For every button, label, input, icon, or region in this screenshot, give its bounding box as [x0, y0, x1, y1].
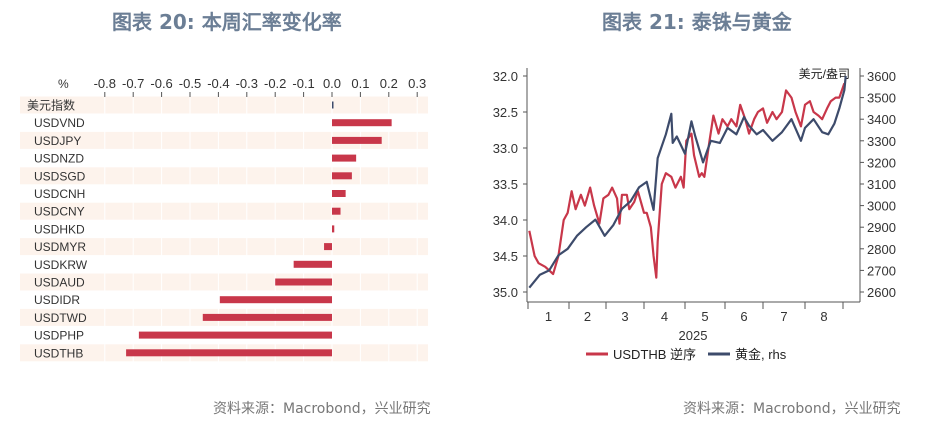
category-label: USDTHB	[34, 346, 83, 360]
category-label: USDMYR	[34, 240, 86, 254]
x-tick-label: 2	[584, 309, 591, 324]
x-tick-label: -0.1	[292, 76, 314, 91]
category-label: USDCNH	[34, 187, 85, 201]
bar	[332, 225, 335, 233]
y-left-tick-label: 32.5	[493, 105, 518, 120]
y-right-tick-label: 3100	[867, 177, 896, 192]
bar	[332, 119, 392, 127]
category-label: USDIDR	[34, 293, 80, 307]
y-right-tick-label: 2700	[867, 263, 896, 278]
category-label: USDPHP	[34, 329, 84, 343]
category-label: USDTWD	[34, 311, 87, 325]
category-label: USDNZD	[34, 152, 84, 166]
y-right-tick-label: 2800	[867, 242, 896, 257]
y-left-tick-label: 33.0	[493, 141, 518, 156]
x-tick-label: -0.4	[207, 76, 229, 91]
x-tick-label: 0.3	[408, 76, 426, 91]
x-tick-label: -0.8	[94, 76, 116, 91]
y-right-tick-label: 2900	[867, 220, 896, 235]
y-left-tick-label: 33.5	[493, 177, 518, 192]
category-label: USDKRW	[34, 258, 88, 272]
x-tick-label: 0.0	[323, 76, 341, 91]
category-label: USDJPY	[34, 134, 81, 148]
x-tick-label: 3	[621, 309, 628, 324]
x-tick-label: -0.5	[179, 76, 201, 91]
bar	[126, 349, 332, 357]
bar	[332, 190, 346, 197]
row-band	[20, 96, 428, 114]
bar	[332, 172, 352, 180]
row-band	[20, 202, 428, 220]
left-chart-title: 图表 20: 本周汇率变化率	[112, 10, 342, 34]
legend-label: USDTHB 逆序	[613, 347, 696, 362]
bar	[332, 207, 341, 215]
y-right-tick-label: 3500	[867, 91, 896, 106]
x-axis-label: 2025	[679, 328, 708, 343]
row-band	[20, 273, 428, 291]
row-band	[20, 238, 428, 256]
bar	[138, 331, 332, 339]
unit-label: %	[58, 77, 69, 91]
x-tick-label: -0.2	[264, 76, 286, 91]
category-label: USDVND	[34, 116, 85, 130]
category-label: USDAUD	[34, 276, 85, 290]
bar	[293, 260, 332, 268]
y-left-tick-label: 35.0	[493, 285, 518, 300]
bar	[202, 313, 332, 321]
x-tick-label: -0.3	[236, 76, 258, 91]
x-tick-label: 8	[820, 309, 827, 324]
bar	[324, 243, 332, 251]
series-line-gold	[528, 75, 847, 289]
category-label: USDCNY	[34, 205, 85, 219]
y-right-tick-label: 3200	[867, 155, 896, 170]
x-tick-label: 0.1	[351, 76, 369, 91]
bar	[332, 101, 334, 109]
bar	[332, 136, 382, 144]
x-tick-label: 5	[701, 309, 708, 324]
bar	[219, 296, 332, 304]
y-right-tick-label: 2600	[867, 285, 896, 300]
right-source: 资料来源：Macrobond，兴业研究	[683, 401, 901, 417]
y-right-tick-label: 3400	[867, 112, 896, 127]
y-right-tick-label: 3000	[867, 199, 896, 214]
legend-label: 黄金, rhs	[735, 347, 787, 362]
bar	[332, 154, 357, 162]
category-label: USDSGD	[34, 169, 86, 183]
y-right-tick-label: 3300	[867, 134, 896, 149]
series-line-usdthb	[528, 82, 846, 279]
category-label: USDHKD	[34, 222, 85, 236]
unit-label: 美元/盎司	[799, 67, 850, 81]
y-right-tick-label: 3600	[867, 69, 896, 84]
x-tick-label: 0.2	[380, 76, 398, 91]
x-tick-label: 6	[740, 309, 747, 324]
x-tick-label: -0.6	[150, 76, 172, 91]
row-band	[20, 131, 428, 149]
left-source: 资料来源：Macrobond，兴业研究	[213, 401, 431, 417]
right-chart-title: 图表 21: 泰铢与黄金	[602, 10, 792, 34]
x-tick-label: 4	[661, 309, 668, 324]
bar	[275, 278, 332, 286]
x-tick-label: 1	[545, 309, 552, 324]
y-left-tick-label: 32.0	[493, 69, 518, 84]
x-tick-label: -0.7	[122, 76, 144, 91]
y-left-tick-label: 34.5	[493, 249, 518, 264]
row-band	[20, 167, 428, 185]
y-left-tick-label: 34.0	[493, 213, 518, 228]
x-tick-label: 7	[780, 309, 787, 324]
category-label: 美元指数	[27, 98, 75, 113]
